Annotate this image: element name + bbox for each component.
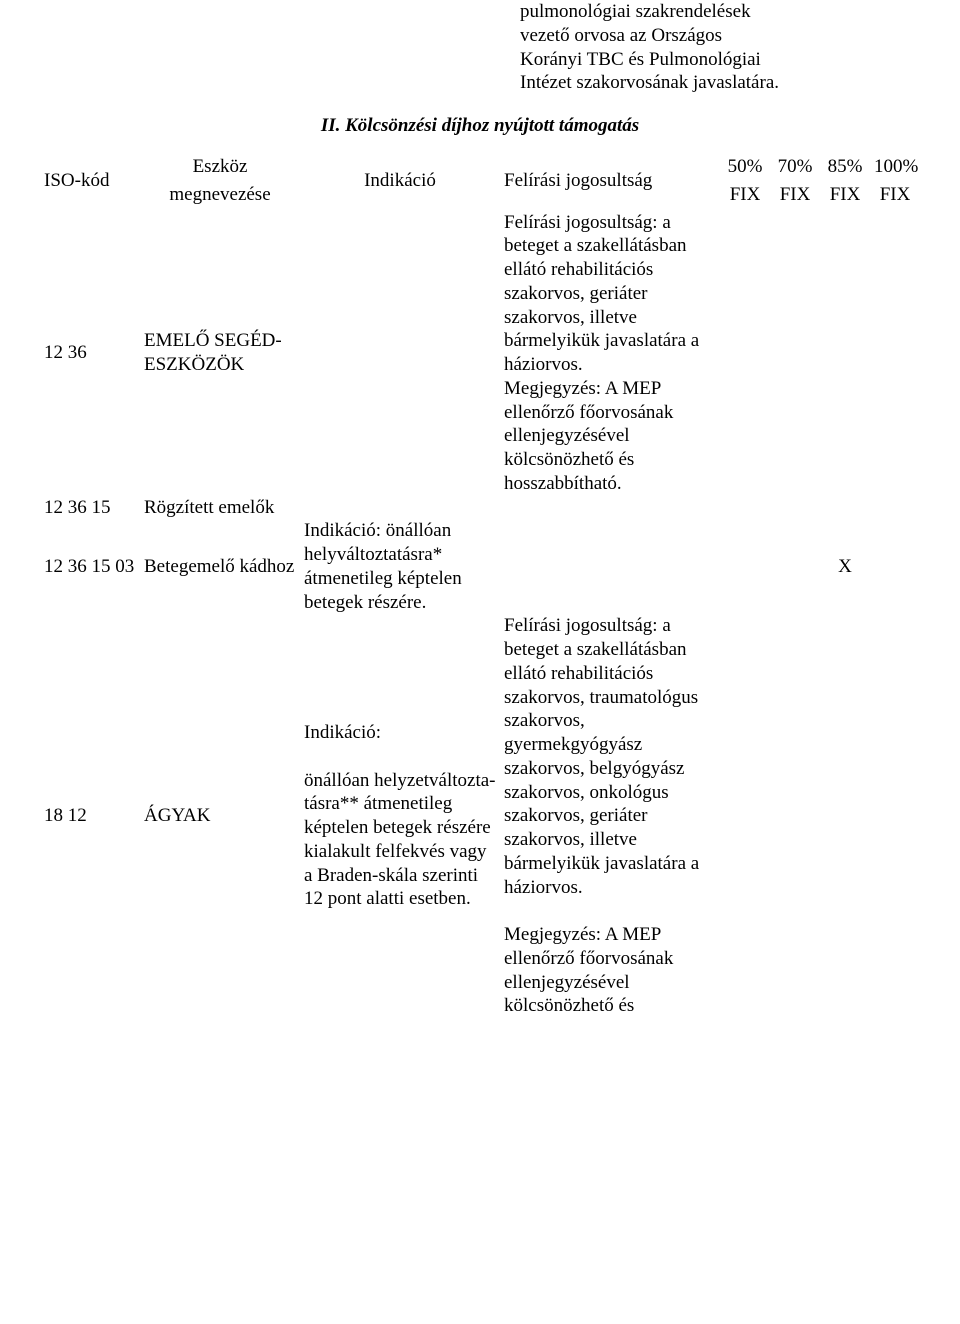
hdr-100: 100%: [870, 155, 920, 183]
header-row-1: ISO-kód Eszköz Indikáció Felírási jogosu…: [40, 155, 920, 183]
cell-iso: 12 36: [40, 211, 140, 496]
hdr-85: 85%: [820, 155, 870, 183]
hdr-fix-100: FIX: [870, 183, 920, 211]
table-row: 18 12 ÁGYAK Indikáció: önállóan helyzetv…: [40, 614, 920, 1018]
cell-name: Rögzített emelők: [140, 496, 300, 520]
cell-iso: 12 36 15 03: [40, 519, 140, 614]
hdr-fix-70: FIX: [770, 183, 820, 211]
hdr-fix-85: FIX: [820, 183, 870, 211]
top-paragraph: pulmonológiai szakrendelések vezető orvo…: [520, 0, 780, 95]
hdr-name-l1: Eszköz: [140, 155, 300, 183]
hdr-70: 70%: [770, 155, 820, 183]
cell-name: EMELŐ SEGÉD-ESZKÖZÖK: [140, 211, 300, 496]
data-table: ISO-kód Eszköz Indikáció Felírási jogosu…: [40, 155, 920, 1018]
cell-iso: 12 36 15: [40, 496, 140, 520]
table-row: 12 36 15 Rögzített emelők: [40, 496, 920, 520]
hdr-iso: ISO-kód: [40, 155, 140, 211]
hdr-jog: Felírási jogosultság: [500, 155, 720, 211]
section-subtitle: II. Kölcsönzési díjhoz nyújtott támogatá…: [40, 115, 920, 137]
cell-jog: Felírási jogosultság: a beteget a szakel…: [500, 614, 720, 1018]
cell-ind: Indikáció: önállóan helyváltoztatásra* á…: [300, 519, 500, 614]
page: pulmonológiai szakrendelések vezető orvo…: [0, 0, 960, 1058]
hdr-ind: Indikáció: [300, 155, 500, 211]
hdr-name-l2: megnevezése: [140, 183, 300, 211]
table-row: 12 36 15 03 Betegemelő kádhoz Indikáció:…: [40, 519, 920, 614]
cell-mark: X: [820, 519, 870, 614]
cell-name: ÁGYAK: [140, 614, 300, 1018]
hdr-fix-50: FIX: [720, 183, 770, 211]
cell-iso: 18 12: [40, 614, 140, 1018]
cell-ind: Indikáció: önállóan helyzetváltozta-tásr…: [300, 614, 500, 1018]
hdr-50: 50%: [720, 155, 770, 183]
table-row: 12 36 EMELŐ SEGÉD-ESZKÖZÖK Felírási jogo…: [40, 211, 920, 496]
cell-jog: Felírási jogosultság: a beteget a szakel…: [500, 211, 720, 496]
cell-ind: [300, 211, 500, 496]
cell-name: Betegemelő kádhoz: [140, 519, 300, 614]
